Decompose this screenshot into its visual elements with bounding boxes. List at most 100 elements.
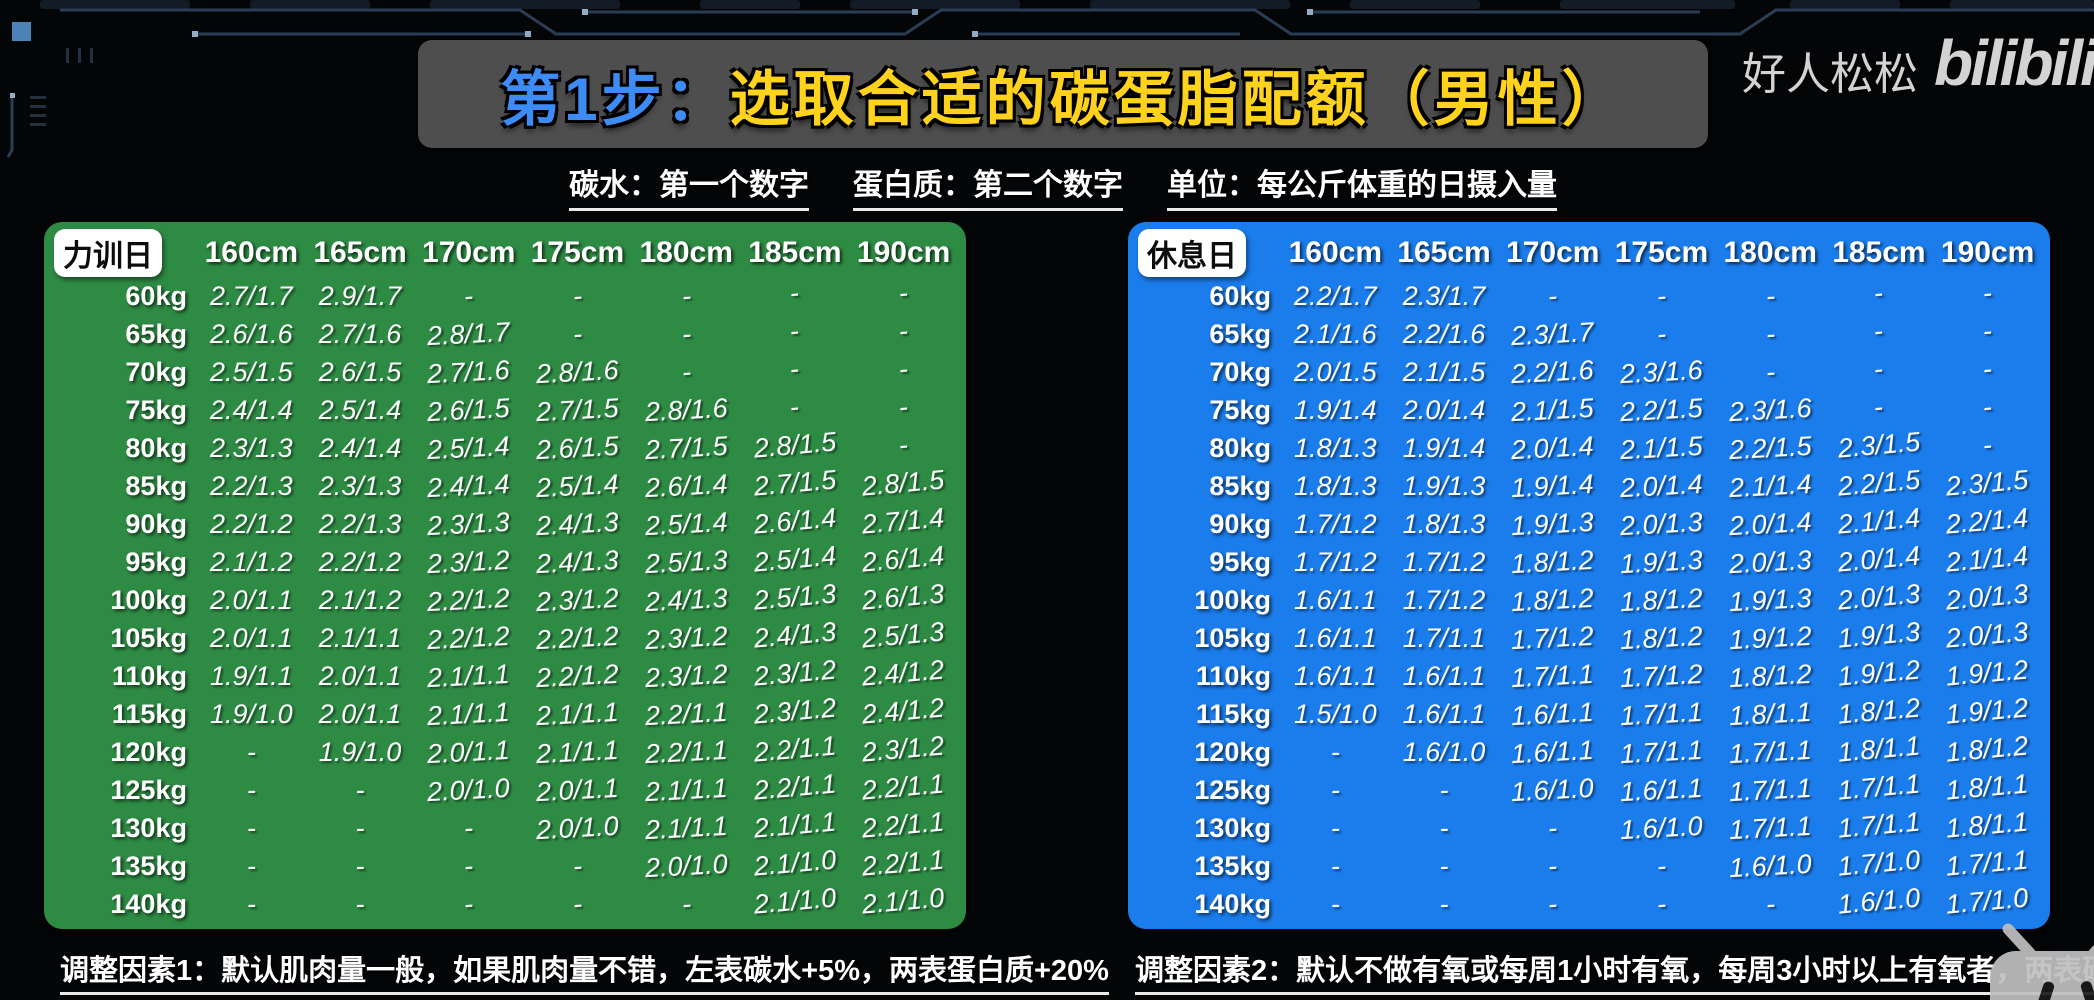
ratio-cell: -	[1764, 357, 1776, 388]
ratio-cell: 1.6/1.0	[1510, 772, 1595, 807]
ratio-cell: 2.3/1.2	[860, 730, 946, 768]
ratio-cell: 1.7/1.1	[1510, 658, 1595, 693]
ratio-cell: 2.1/1.1	[426, 696, 511, 731]
ratio-cell: 1.7/1.2	[1510, 620, 1595, 656]
ratio-cell: 2.5/1.4	[752, 540, 838, 578]
ratio-cell: 2.3/1.7	[1402, 281, 1486, 312]
ratio-cell: -	[1656, 281, 1667, 312]
ratio-cell: -	[572, 281, 583, 312]
table-row: 125kg - - 1.6/1.0 1.6/1.1 1.7/1.1 1.7/1.1 1.8/1…	[1136, 768, 2042, 809]
ratio-cell: 2.7/1.5	[644, 431, 729, 466]
ratio-cell: -	[1330, 850, 1340, 881]
ratio-cell: 2.5/1.4	[644, 506, 729, 542]
ratio-cell: 2.0/1.1	[318, 698, 402, 729]
ratio-cell: 2.0/1.0	[426, 772, 511, 807]
ratio-cell: 1.9/1.4	[1294, 395, 1377, 426]
table-row: 75kg 2.4/1.4 2.5/1.4 2.6/1.5 2.7/1.5 2.8/1.6 -…	[52, 392, 958, 430]
ratio-cell: 1.8/1.2	[1836, 692, 1922, 730]
weight-label: 80kg	[1209, 433, 1271, 464]
ratio-cell: 1.8/1.3	[1294, 433, 1377, 464]
height-header: 170cm	[422, 236, 516, 269]
ratio-cell: -	[680, 319, 692, 350]
adjustment-note-2: 调整因素2：默认不做有氧或每周1小时有氧，每周3小时以上有氧者，两表碳水+20%	[1135, 947, 2094, 995]
ratio-cell: -	[572, 850, 583, 881]
ratio-cell: 2.3/1.3	[318, 471, 402, 502]
ratio-cell: -	[463, 281, 475, 312]
table-row: 105kg 1.6/1.1 1.7/1.1 1.7/1.2 1.8/1.2 1.9/1.2…	[1136, 616, 2042, 657]
ratio-cell: 1.6/1.1	[1294, 622, 1377, 653]
ratio-cell: 2.4/1.2	[860, 654, 946, 692]
page-title: 第1步：选取合适的碳蛋脂配额（男性）	[500, 51, 1625, 138]
weight-label: 70kg	[1209, 357, 1271, 388]
ratio-cell: 2.2/1.2	[318, 547, 402, 578]
ratio-cell: -	[246, 850, 256, 881]
table-row: 130kg - - - 1.6/1.0 1.7/1.1 1.7/1.1 1.8/1.1	[1136, 806, 2042, 847]
ratio-cell: -	[1981, 316, 1994, 347]
ratio-cell: 1.9/1.1	[210, 660, 293, 691]
weight-label: 60kg	[125, 281, 187, 312]
ratio-cell: 1.9/1.2	[1944, 654, 2030, 692]
ratio-cell: 2.3/1.2	[426, 544, 511, 580]
ratio-cell: 2.8/1.6	[535, 355, 620, 390]
table-row: 70kg 2.5/1.5 2.6/1.5 2.7/1.6 2.8/1.6 - - -	[52, 354, 958, 392]
ratio-cell: 2.7/1.6	[426, 355, 511, 390]
ratio-cell: 1.6/1.1	[1294, 584, 1377, 615]
ratio-cell: -	[1981, 278, 1994, 309]
ratio-cell: 1.6/1.1	[1510, 734, 1595, 769]
ratio-cell: -	[246, 774, 256, 805]
weight-label: 90kg	[125, 509, 187, 540]
ratio-cell: 2.2/1.5	[1836, 464, 1922, 502]
rest-day-table: 休息日 160cm 165cm 170cm 175cm 180cm 185cm 190cm 60…	[1128, 222, 2050, 929]
weight-label: 110kg	[111, 660, 187, 691]
ratio-cell: 2.4/1.2	[860, 692, 946, 730]
weight-label: 115kg	[1195, 698, 1271, 729]
ratio-cell: 2.3/1.5	[1944, 464, 2030, 502]
ratio-cell: 2.6/1.4	[752, 502, 838, 540]
weight-label: 85kg	[1209, 471, 1271, 502]
day-type-badge: 休息日	[1138, 229, 1246, 277]
ratio-cell: 2.2/1.2	[210, 509, 293, 540]
ratio-cell: 2.5/1.5	[210, 357, 293, 388]
ratio-cell: 2.6/1.6	[210, 319, 293, 350]
height-header: 185cm	[748, 236, 842, 269]
height-header: 165cm	[1397, 236, 1491, 269]
ratio-cell: 1.9/1.3	[1510, 506, 1595, 542]
ratio-cell: 1.9/1.3	[1619, 544, 1704, 580]
ratio-cell: -	[463, 888, 475, 919]
ratio-cell: -	[1547, 812, 1559, 843]
ratio-cell: 2.5/1.4	[426, 431, 511, 466]
ratio-cell: 1.6/1.1	[1510, 696, 1595, 731]
ratio-cell: 2.1/1.2	[318, 584, 402, 615]
ratio-cell: -	[897, 316, 910, 347]
ratio-cell: 2.5/1.4	[535, 469, 620, 504]
ratio-cell: -	[1764, 888, 1776, 919]
ratio-cell: -	[897, 391, 910, 423]
ratio-cell: 1.8/1.1	[1728, 696, 1813, 731]
ratio-cell: 2.0/1.0	[535, 810, 620, 845]
ratio-cell: 2.2/1.1	[644, 734, 729, 769]
ratio-cell: 1.6/1.1	[1402, 660, 1486, 691]
ratio-cell: 2.5/1.4	[318, 395, 402, 426]
weight-label: 125kg	[110, 774, 187, 805]
ratio-cell: 1.9/1.4	[1402, 433, 1486, 464]
ratio-cell: 1.8/1.2	[1510, 544, 1595, 580]
ratio-cell: 2.1/1.5	[1510, 393, 1595, 428]
ratio-cell: 2.2/1.1	[752, 768, 838, 806]
ratio-cell: 2.1/1.4	[1836, 502, 1922, 540]
ratio-cell: -	[1872, 354, 1885, 385]
ratio-cell: 1.7/1.0	[1944, 881, 2030, 920]
ratio-cell: 1.8/1.1	[1944, 806, 2030, 844]
ratio-cell: 1.8/1.2	[1619, 620, 1704, 656]
table-row: 130kg - - - 2.0/1.0 2.1/1.1 2.1/1.1 2.2/1.1	[52, 806, 958, 847]
ratio-cell: 2.1/1.5	[1619, 431, 1704, 466]
legend-protein: 蛋白质：第二个数字	[853, 160, 1123, 211]
ratio-cell: 2.2/1.5	[1728, 431, 1813, 466]
height-header: 180cm	[1723, 236, 1817, 269]
ratio-cell: 2.4/1.3	[752, 616, 838, 654]
ratio-cell: -	[1656, 850, 1667, 881]
weight-label: 80kg	[125, 433, 187, 464]
ratio-cell: 1.9/1.3	[1728, 582, 1813, 618]
weight-label: 70kg	[125, 357, 187, 388]
ratio-cell: 2.1/1.5	[1402, 357, 1486, 388]
ratio-cell: -	[788, 316, 801, 347]
